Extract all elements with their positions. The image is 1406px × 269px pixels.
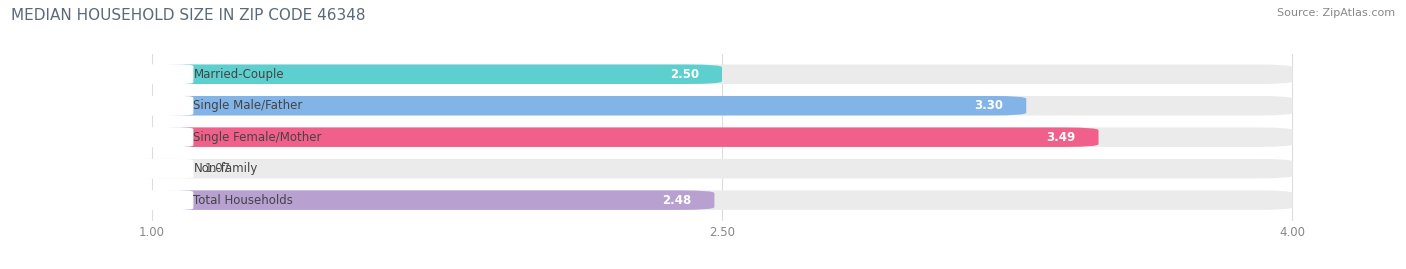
- FancyBboxPatch shape: [152, 96, 1026, 115]
- FancyBboxPatch shape: [152, 65, 1292, 84]
- Text: 3.49: 3.49: [1046, 131, 1076, 144]
- FancyBboxPatch shape: [141, 190, 194, 210]
- FancyBboxPatch shape: [152, 128, 1292, 147]
- Text: Single Female/Mother: Single Female/Mother: [194, 131, 322, 144]
- FancyBboxPatch shape: [152, 190, 714, 210]
- FancyBboxPatch shape: [152, 159, 1292, 178]
- Text: 3.30: 3.30: [974, 99, 1004, 112]
- Text: Total Households: Total Households: [194, 194, 294, 207]
- Text: 2.48: 2.48: [662, 194, 692, 207]
- FancyBboxPatch shape: [141, 159, 194, 179]
- FancyBboxPatch shape: [152, 96, 1292, 115]
- FancyBboxPatch shape: [143, 159, 186, 178]
- Text: MEDIAN HOUSEHOLD SIZE IN ZIP CODE 46348: MEDIAN HOUSEHOLD SIZE IN ZIP CODE 46348: [11, 8, 366, 23]
- Text: Single Male/Father: Single Male/Father: [194, 99, 302, 112]
- FancyBboxPatch shape: [152, 65, 723, 84]
- Text: Source: ZipAtlas.com: Source: ZipAtlas.com: [1277, 8, 1395, 18]
- FancyBboxPatch shape: [141, 64, 194, 84]
- Text: 2.50: 2.50: [671, 68, 699, 81]
- FancyBboxPatch shape: [152, 190, 1292, 210]
- FancyBboxPatch shape: [152, 128, 1098, 147]
- FancyBboxPatch shape: [141, 96, 194, 116]
- Text: 1.07: 1.07: [205, 162, 231, 175]
- FancyBboxPatch shape: [141, 127, 194, 147]
- Text: Non-family: Non-family: [194, 162, 257, 175]
- Text: Married-Couple: Married-Couple: [194, 68, 284, 81]
